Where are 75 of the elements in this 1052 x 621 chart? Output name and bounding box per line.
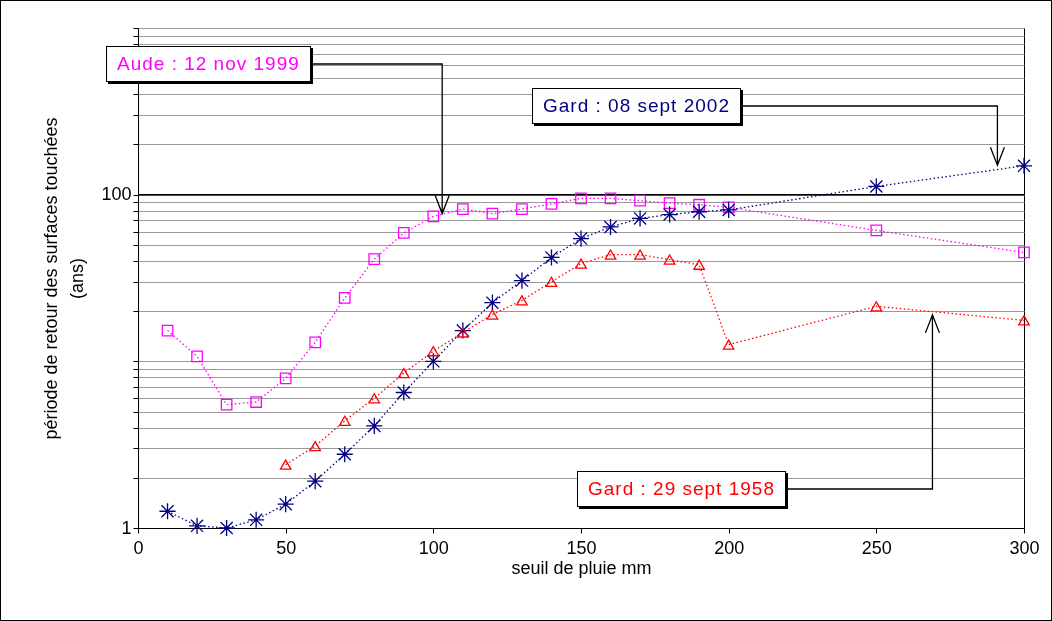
point — [486, 207, 499, 220]
point — [516, 203, 528, 215]
point — [516, 295, 528, 306]
point — [1018, 246, 1030, 259]
y-axis-title: période de retour des surfaces touchées (ans) — [41, 117, 88, 440]
point — [663, 197, 676, 209]
annotation: Gard : 08 sept 2002 — [532, 88, 741, 124]
point — [604, 192, 617, 205]
x-tick-label: 50 — [276, 537, 297, 558]
point — [513, 271, 531, 290]
point — [1015, 157, 1033, 175]
x-tick-label: 0 — [133, 537, 144, 558]
point — [424, 352, 443, 371]
point — [601, 218, 620, 236]
point — [575, 258, 587, 269]
point — [336, 445, 354, 463]
point — [867, 177, 886, 196]
point — [631, 209, 649, 228]
point — [456, 327, 469, 338]
point — [397, 226, 410, 239]
x-tick-label: 100 — [418, 537, 449, 558]
point — [722, 201, 735, 214]
point — [870, 224, 883, 237]
point — [338, 292, 351, 304]
point — [188, 517, 206, 535]
point — [545, 198, 558, 210]
annotation: Gard : 29 sept 1958 — [577, 471, 786, 507]
x-tick-label: 250 — [861, 537, 892, 558]
point — [663, 254, 676, 265]
point — [693, 259, 706, 270]
point — [306, 472, 324, 490]
point — [454, 321, 472, 340]
x-tick-label: 200 — [714, 537, 745, 558]
point — [660, 205, 679, 224]
point — [309, 336, 322, 349]
annotation: Aude : 12 nov 1999 — [106, 46, 311, 82]
point — [397, 367, 410, 379]
point — [217, 519, 236, 537]
point — [427, 210, 440, 223]
point — [427, 346, 440, 357]
point — [545, 276, 558, 287]
point — [368, 253, 381, 266]
point — [395, 383, 413, 402]
point — [338, 415, 351, 426]
point — [456, 203, 469, 215]
point — [634, 249, 646, 260]
point — [161, 324, 174, 337]
point — [250, 396, 263, 408]
point — [719, 201, 738, 219]
point — [693, 198, 706, 211]
point — [483, 293, 502, 312]
point — [575, 192, 587, 205]
point — [486, 309, 499, 320]
point — [722, 339, 735, 350]
point — [279, 372, 292, 385]
point — [870, 301, 883, 312]
point — [158, 502, 177, 520]
point — [247, 511, 265, 529]
point — [690, 203, 708, 221]
y-tick-label: 1 — [121, 517, 132, 538]
point — [572, 229, 590, 248]
x-tick-label: 150 — [566, 537, 597, 558]
point — [1018, 315, 1030, 326]
point — [368, 393, 381, 404]
point — [634, 194, 646, 207]
point — [542, 248, 561, 267]
point — [309, 440, 322, 452]
x-tick-label: 300 — [1009, 537, 1040, 558]
point — [220, 398, 233, 411]
point — [279, 459, 292, 470]
x-axis-title: seuil de pluie mm — [511, 557, 652, 578]
point — [191, 350, 203, 363]
point — [365, 417, 383, 435]
point — [604, 249, 617, 260]
point — [276, 495, 295, 513]
